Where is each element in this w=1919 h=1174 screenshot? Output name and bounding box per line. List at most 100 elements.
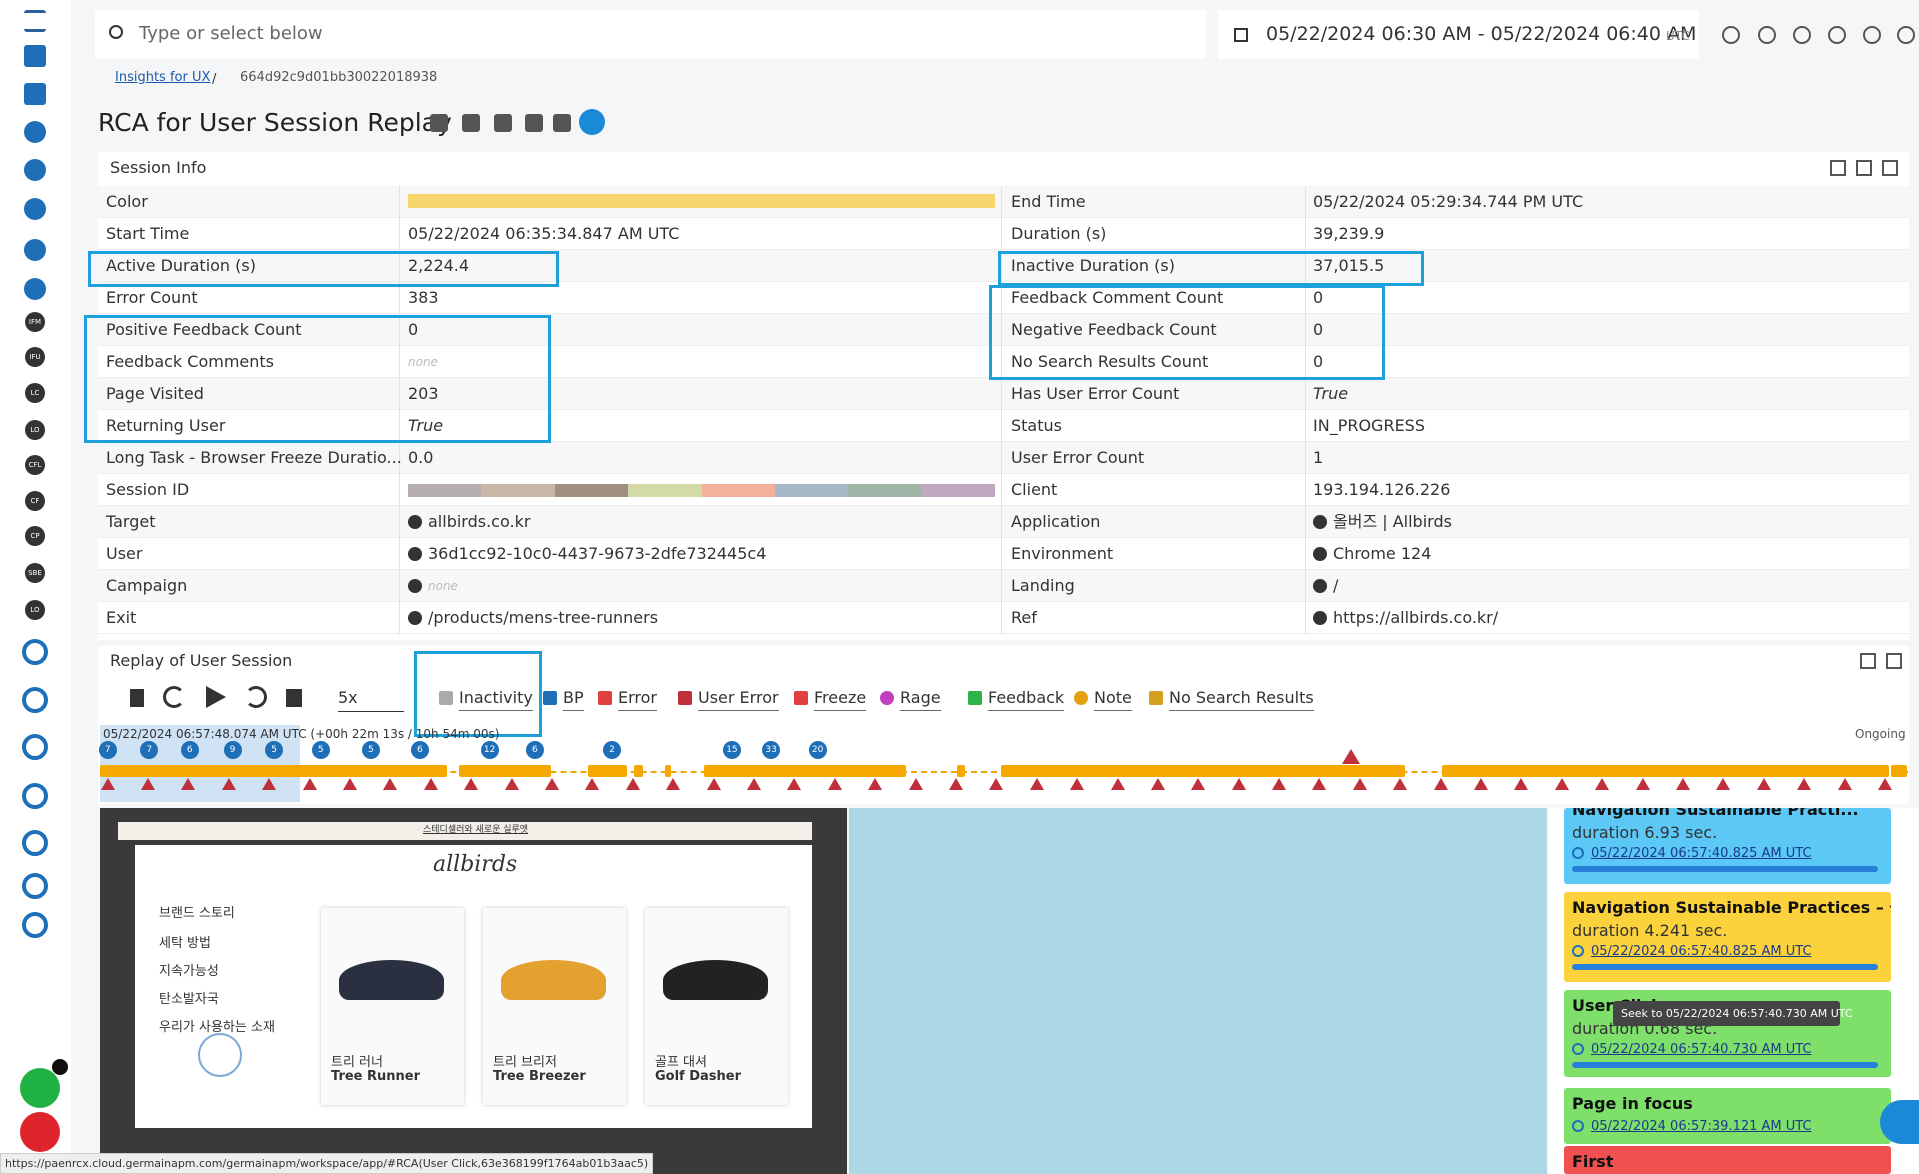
title-icon[interactable] bbox=[553, 114, 571, 132]
error-marker[interactable] bbox=[1756, 778, 1771, 790]
info-icon[interactable] bbox=[408, 515, 422, 529]
event-time[interactable]: 05/22/2024 06:57:40.730 AM UTC bbox=[1591, 1042, 1812, 1057]
error-marker[interactable] bbox=[545, 778, 560, 790]
player-button[interactable] bbox=[130, 689, 144, 707]
date-picker[interactable]: 05/22/2024 06:30 AM - 05/22/2024 06:40 A… bbox=[1218, 10, 1699, 59]
event-time[interactable]: 05/22/2024 06:57:39.121 AM UTC bbox=[1591, 1119, 1812, 1134]
error-marker[interactable] bbox=[1514, 778, 1529, 790]
error-marker[interactable] bbox=[302, 778, 317, 790]
error-marker[interactable] bbox=[1474, 778, 1489, 790]
toolbar-icon[interactable] bbox=[1758, 26, 1776, 44]
title-icon[interactable] bbox=[494, 114, 512, 132]
speed-select[interactable]: 5x bbox=[338, 688, 404, 712]
nav-badge[interactable]: SBE bbox=[25, 562, 45, 583]
error-marker[interactable] bbox=[221, 778, 236, 790]
thumb-up-button[interactable] bbox=[20, 1068, 60, 1108]
error-marker[interactable] bbox=[989, 778, 1004, 790]
add-button[interactable] bbox=[579, 109, 605, 135]
nav-icon[interactable] bbox=[22, 830, 48, 857]
nav-badge[interactable]: LO bbox=[25, 419, 45, 440]
timeline-marker[interactable]: 5 bbox=[311, 741, 330, 759]
error-marker[interactable] bbox=[1595, 778, 1610, 790]
error-marker[interactable] bbox=[625, 778, 640, 790]
info-icon[interactable] bbox=[1313, 579, 1327, 593]
nav-badge[interactable]: CFL bbox=[25, 455, 45, 476]
error-marker[interactable] bbox=[787, 778, 802, 790]
toolbar-icon[interactable] bbox=[1897, 26, 1915, 44]
legend-item[interactable]: User Error bbox=[698, 688, 779, 711]
error-marker[interactable] bbox=[141, 778, 156, 790]
legend-icon[interactable] bbox=[598, 691, 612, 705]
error-marker[interactable] bbox=[1797, 778, 1812, 790]
event-time[interactable]: 05/22/2024 06:57:40.825 AM UTC bbox=[1591, 944, 1812, 959]
error-marker[interactable] bbox=[1635, 778, 1650, 790]
legend-item[interactable]: BP bbox=[563, 688, 584, 711]
event-card[interactable]: Navigation Sustainable Practi... duration… bbox=[1564, 808, 1891, 884]
nav-badge[interactable]: CP bbox=[25, 526, 45, 547]
error-marker[interactable] bbox=[948, 778, 963, 790]
user-error-marker[interactable] bbox=[1342, 749, 1361, 764]
event-card[interactable]: Navigation Sustainable Practices – 올 dura… bbox=[1564, 892, 1891, 982]
legend-icon[interactable] bbox=[1074, 691, 1088, 705]
info-icon[interactable] bbox=[1313, 611, 1327, 625]
toolbar-icon[interactable] bbox=[1793, 26, 1811, 44]
nav-icon[interactable] bbox=[24, 238, 46, 261]
event-time[interactable]: 05/22/2024 06:57:40.825 AM UTC bbox=[1591, 846, 1812, 861]
error-marker[interactable] bbox=[1272, 778, 1287, 790]
legend-item[interactable]: Rage bbox=[900, 688, 941, 711]
info-icon[interactable] bbox=[408, 547, 422, 561]
event-card[interactable]: First bbox=[1564, 1146, 1891, 1174]
error-marker[interactable] bbox=[1110, 778, 1125, 790]
timeline-marker[interactable]: 6 bbox=[525, 741, 544, 759]
toolbar-icon[interactable] bbox=[1722, 26, 1740, 44]
nav-badge[interactable]: LC bbox=[25, 382, 45, 403]
error-marker[interactable] bbox=[1191, 778, 1206, 790]
nav-icon[interactable] bbox=[22, 639, 48, 666]
timeline-marker[interactable]: 9 bbox=[223, 741, 242, 759]
title-icon[interactable] bbox=[462, 114, 480, 132]
toolbar-icon[interactable] bbox=[1863, 26, 1881, 44]
timeline-marker[interactable]: 6 bbox=[180, 741, 199, 759]
legend-item[interactable]: Note bbox=[1094, 688, 1132, 711]
nav-icon[interactable] bbox=[22, 873, 48, 900]
timeline-marker[interactable]: 7 bbox=[140, 741, 159, 759]
error-marker[interactable] bbox=[1433, 778, 1448, 790]
error-marker[interactable] bbox=[343, 778, 358, 790]
timeline-marker[interactable]: 12 bbox=[480, 741, 499, 759]
player-button[interactable] bbox=[286, 689, 302, 707]
player-button[interactable] bbox=[206, 686, 226, 708]
nav-icon[interactable] bbox=[24, 198, 46, 221]
legend-item[interactable]: Error bbox=[618, 688, 657, 711]
info-icon[interactable] bbox=[1313, 547, 1327, 561]
nav-badge[interactable]: IFU bbox=[25, 347, 45, 368]
error-marker[interactable] bbox=[1716, 778, 1731, 790]
nav-icon[interactable] bbox=[22, 782, 48, 809]
legend-item[interactable]: No Search Results bbox=[1169, 688, 1314, 711]
error-marker[interactable] bbox=[1231, 778, 1246, 790]
error-marker[interactable] bbox=[504, 778, 519, 790]
thumb-down-button[interactable] bbox=[20, 1112, 60, 1152]
error-marker[interactable] bbox=[827, 778, 842, 790]
error-marker[interactable] bbox=[262, 778, 277, 790]
search-box[interactable]: Type or select below bbox=[95, 10, 1206, 59]
legend-icon[interactable] bbox=[678, 691, 692, 705]
error-marker[interactable] bbox=[423, 778, 438, 790]
error-marker[interactable] bbox=[100, 778, 115, 790]
legend-item[interactable]: Inactivity bbox=[459, 688, 533, 711]
panel-icon[interactable] bbox=[1856, 160, 1872, 176]
nav-badge[interactable]: CF bbox=[25, 490, 45, 511]
panel-icon[interactable] bbox=[1882, 160, 1898, 176]
error-marker[interactable] bbox=[181, 778, 196, 790]
nav-icon[interactable] bbox=[24, 45, 46, 68]
title-icon[interactable] bbox=[525, 114, 543, 132]
legend-item[interactable]: Feedback bbox=[988, 688, 1065, 711]
panel-icon[interactable] bbox=[1886, 653, 1902, 669]
error-marker[interactable] bbox=[1554, 778, 1569, 790]
breadcrumb-link[interactable]: Insights for UX bbox=[115, 70, 211, 85]
timeline-marker[interactable]: 2 bbox=[603, 741, 621, 759]
error-marker[interactable] bbox=[908, 778, 923, 790]
legend-icon[interactable] bbox=[439, 691, 453, 705]
nav-icon[interactable] bbox=[24, 9, 46, 32]
legend-icon[interactable] bbox=[794, 691, 808, 705]
event-card[interactable]: Page in focus 05/22/2024 06:57:39.121 AM … bbox=[1564, 1088, 1891, 1144]
